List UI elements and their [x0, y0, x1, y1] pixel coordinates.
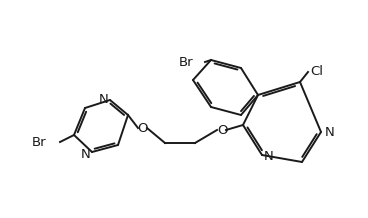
- Text: N: N: [264, 150, 274, 164]
- Text: Br: Br: [31, 136, 46, 148]
- Text: Cl: Cl: [310, 65, 323, 78]
- Text: N: N: [81, 148, 91, 160]
- Text: O: O: [217, 124, 227, 136]
- Text: N: N: [325, 126, 335, 138]
- Text: Br: Br: [178, 56, 193, 68]
- Text: N: N: [98, 92, 108, 106]
- Text: O: O: [138, 121, 148, 135]
